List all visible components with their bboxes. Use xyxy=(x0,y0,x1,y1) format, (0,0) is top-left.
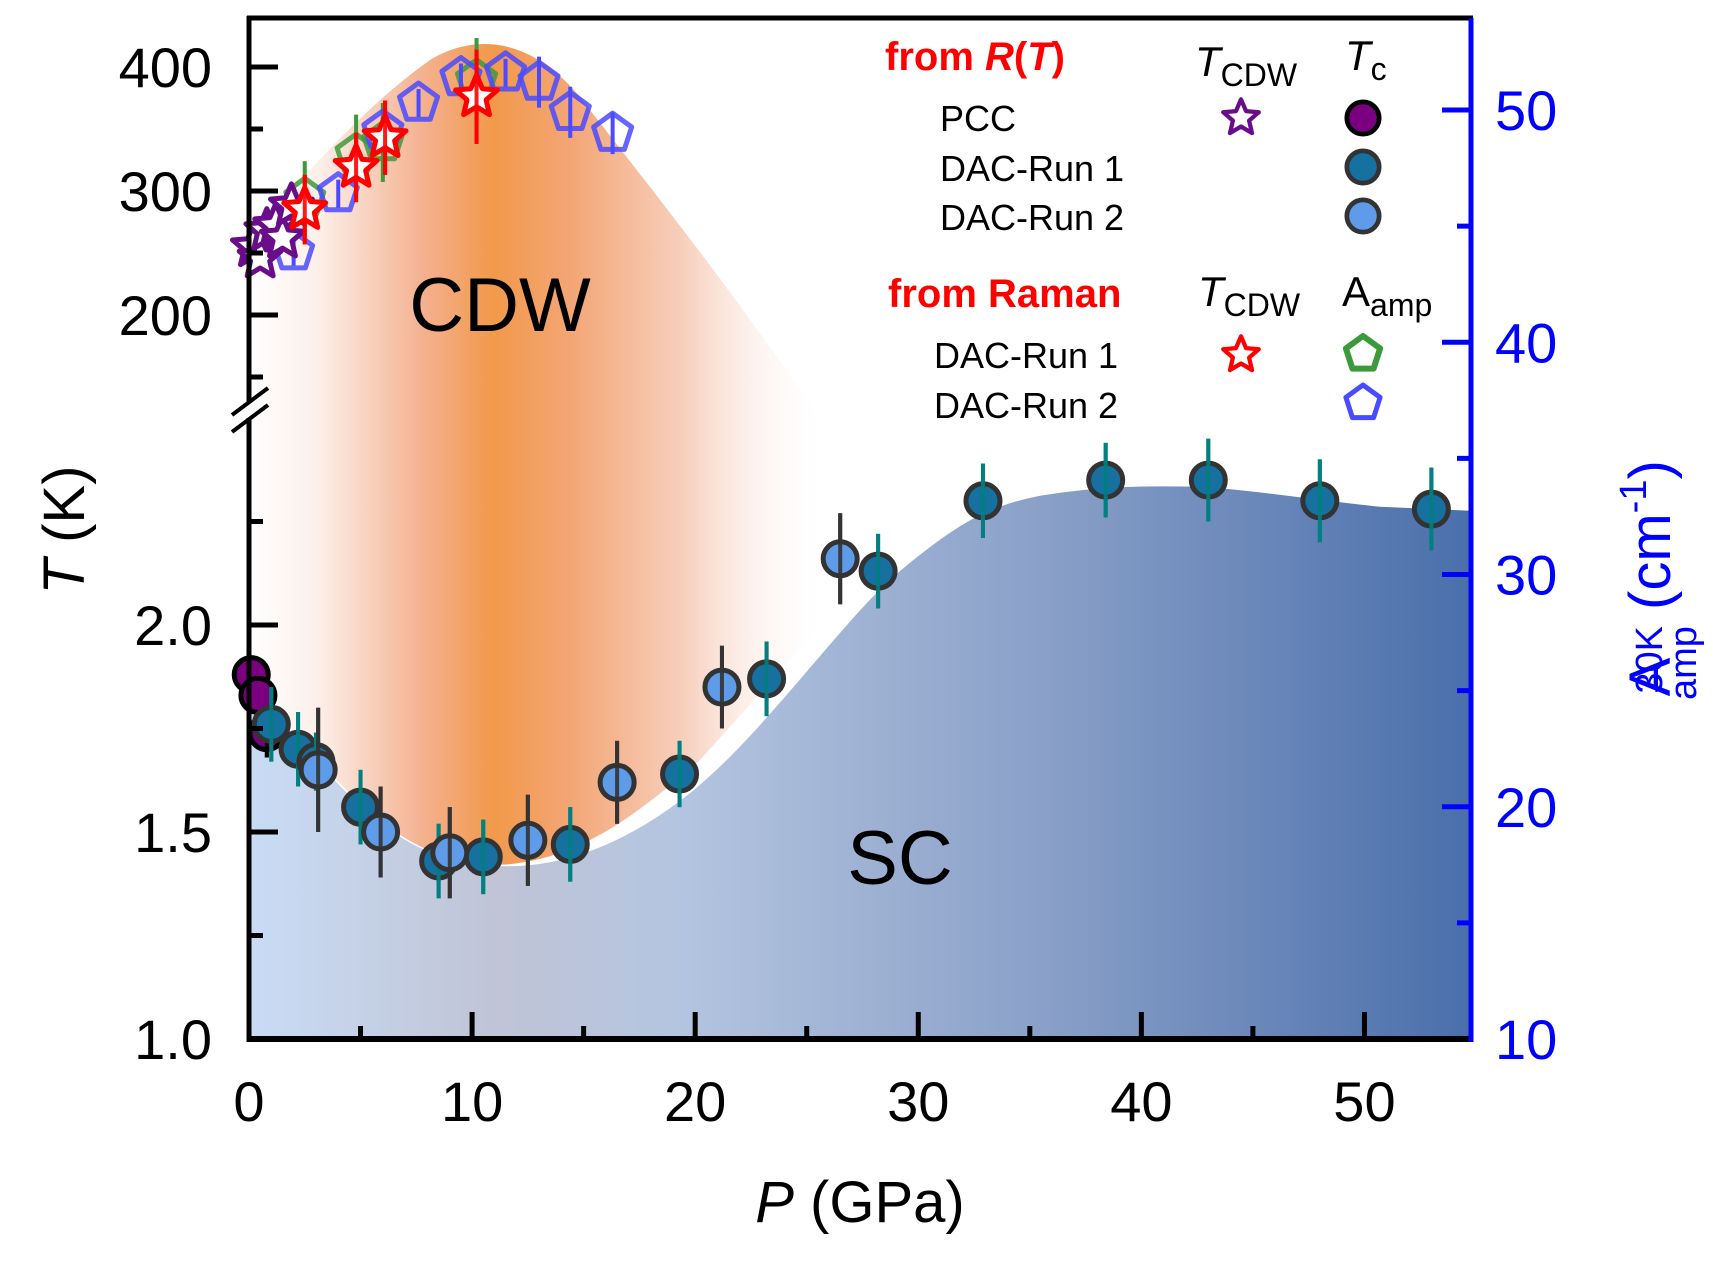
x-axis-title: P (GPa) xyxy=(755,1170,965,1235)
left-axis-title: T (K) xyxy=(32,466,97,595)
legend-row-dac2: DAC-Run 2 xyxy=(940,197,1124,238)
legend-group1-title: from R(T) xyxy=(885,35,1065,79)
data-marks xyxy=(230,38,1451,899)
legend-col-tcdw-2: TCDW xyxy=(1198,268,1301,323)
y-right-tick-label: 10 xyxy=(1495,1008,1557,1071)
data-point-pentagon xyxy=(484,50,528,92)
left-axis-ticks: 200 300 400 1.0 1.5 2.0 xyxy=(119,36,278,1071)
legend-star-pcc xyxy=(1221,97,1261,136)
legend-col-aamp: Aamp xyxy=(1342,268,1432,323)
y-upper-tick-label: 300 xyxy=(119,160,212,223)
cdw-region-label: CDW xyxy=(409,263,591,348)
x-tick-label: 40 xyxy=(1110,1070,1172,1133)
legend: from R(T) TCDW Tc PCC DAC-Run 1 DAC-Run … xyxy=(885,32,1432,426)
data-point-pentagon xyxy=(548,89,592,131)
y-right-tick-label: 30 xyxy=(1495,544,1557,607)
y-upper-tick-label: 400 xyxy=(119,36,212,99)
legend-circle-pcc xyxy=(1344,99,1382,137)
legend-star-raman-dac1 xyxy=(1221,334,1261,373)
axis-break-marker xyxy=(230,386,270,434)
y-upper-tick-label: 200 xyxy=(119,284,212,347)
series-dac-run-2-tc xyxy=(298,513,860,899)
y-right-tick-label: 40 xyxy=(1495,311,1557,374)
legend-row-raman-dac1: DAC-Run 1 xyxy=(934,335,1118,376)
legend-markers xyxy=(1221,97,1384,421)
sc-region-label: SC xyxy=(847,816,953,901)
y-right-tick-label: 20 xyxy=(1495,776,1557,839)
x-tick-label: 30 xyxy=(887,1070,949,1133)
legend-pentagon-raman-dac2 xyxy=(1343,382,1383,421)
right-axis-title: A30Kamp (cm-1) xyxy=(1613,460,1705,700)
legend-col-tcdw-1: TCDW xyxy=(1195,38,1298,93)
x-tick-label: 0 xyxy=(233,1070,264,1133)
legend-col-tc: Tc xyxy=(1345,32,1387,87)
series-dac-run-1-t-cdw-from-raman xyxy=(281,49,500,245)
legend-row-pcc: PCC xyxy=(940,98,1016,139)
legend-circle-dac2 xyxy=(1344,197,1382,235)
data-point-star xyxy=(259,213,306,259)
y-right-tick-label: 50 xyxy=(1495,79,1557,142)
legend-row-dac1: DAC-Run 1 xyxy=(940,148,1124,189)
x-axis-ticks: 0 10 20 30 40 50 xyxy=(233,1012,1396,1133)
x-tick-label: 10 xyxy=(441,1070,503,1133)
legend-circle-dac1 xyxy=(1344,148,1382,186)
data-point-pentagon xyxy=(397,80,441,122)
data-point-pentagon xyxy=(591,110,635,152)
y-lower-tick-label: 1.0 xyxy=(134,1008,212,1071)
cdw-region xyxy=(249,44,880,1039)
legend-pentagon-raman-dac1 xyxy=(1342,333,1384,372)
legend-group2-title: from Raman xyxy=(888,272,1121,316)
y-lower-tick-label: 1.5 xyxy=(134,801,212,864)
x-tick-label: 50 xyxy=(1333,1070,1395,1133)
y-lower-tick-label: 2.0 xyxy=(134,594,212,657)
series-dac-run-1-tc xyxy=(251,438,1451,899)
right-axis-ticks: 10 20 30 40 50 xyxy=(1442,79,1557,1071)
legend-row-raman-dac2: DAC-Run 2 xyxy=(934,385,1118,426)
data-point-pentagon xyxy=(517,59,561,101)
x-tick-label: 20 xyxy=(664,1070,726,1133)
